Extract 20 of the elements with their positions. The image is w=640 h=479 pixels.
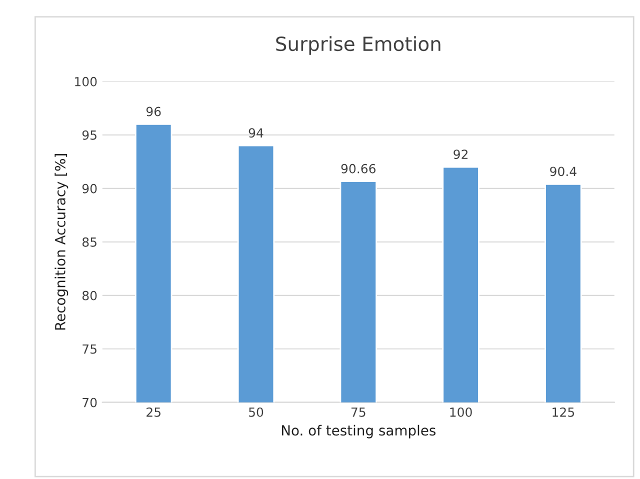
y-tick-label: 90 bbox=[82, 184, 97, 194]
x-tick-label: 50 bbox=[249, 407, 264, 417]
y-tick-label: 85 bbox=[82, 237, 96, 247]
x-tick-label: 100 bbox=[450, 407, 472, 417]
x-axis-title: No. of testing samples bbox=[282, 424, 436, 438]
y-tick-label: 95 bbox=[82, 130, 96, 140]
y-tick-label: 80 bbox=[82, 290, 97, 300]
data-label: 90.66 bbox=[341, 164, 376, 174]
data-label: 90.4 bbox=[550, 166, 576, 176]
chart-title: Surprise Emotion bbox=[276, 36, 440, 55]
y-tick-label: 100 bbox=[75, 76, 97, 86]
x-tick-label: 75 bbox=[351, 408, 366, 417]
data-label: 94 bbox=[248, 128, 264, 138]
x-tick-label: 25 bbox=[146, 407, 160, 417]
y-tick-label: 70 bbox=[82, 398, 97, 408]
y-tick-label: 75 bbox=[82, 344, 96, 354]
x-tick-label: 125 bbox=[552, 407, 574, 417]
data-label: 96 bbox=[146, 106, 161, 116]
data-label: 92 bbox=[454, 150, 468, 160]
y-axis-title: Recognition Accuracy [%] bbox=[54, 154, 68, 330]
